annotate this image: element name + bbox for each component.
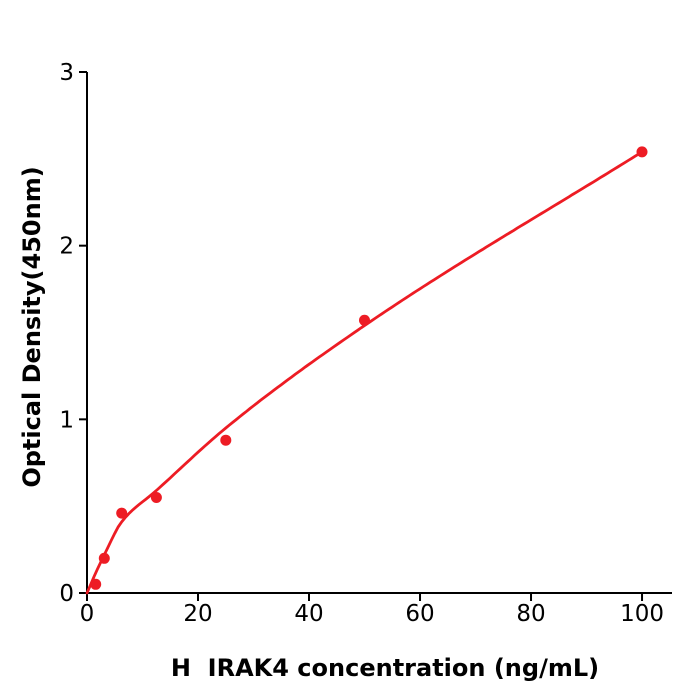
y-tick-label: 0 (59, 581, 74, 607)
data-point (116, 507, 128, 519)
data-point (636, 146, 648, 158)
y-tick-label: 1 (59, 407, 74, 433)
data-point (98, 552, 110, 564)
y-tick-label: 3 (59, 60, 74, 86)
y-axis-label: Optical Density(450nm) (18, 166, 46, 487)
x-tick-label: 40 (294, 601, 323, 627)
data-point (359, 314, 370, 326)
fit-line-group (85, 150, 644, 595)
data-point (90, 578, 102, 590)
x-tick-label: 20 (183, 601, 212, 627)
x-tick-label: 100 (620, 601, 664, 627)
x-tick-label: 60 (405, 601, 434, 627)
x-tick-label: 80 (516, 601, 545, 627)
fit-curve (85, 150, 644, 595)
y-axis: 0 1 2 3 (59, 60, 88, 607)
data-point (220, 434, 232, 446)
x-tick-label: 0 (80, 601, 95, 627)
x-axis-label: H IRAK4 concentration (ng/mL) (171, 654, 599, 682)
x-axis: 0 20 40 60 80 100 (80, 592, 672, 627)
data-point (150, 492, 162, 503)
y-tick-label: 2 (59, 234, 74, 260)
data-points-group (90, 146, 648, 590)
